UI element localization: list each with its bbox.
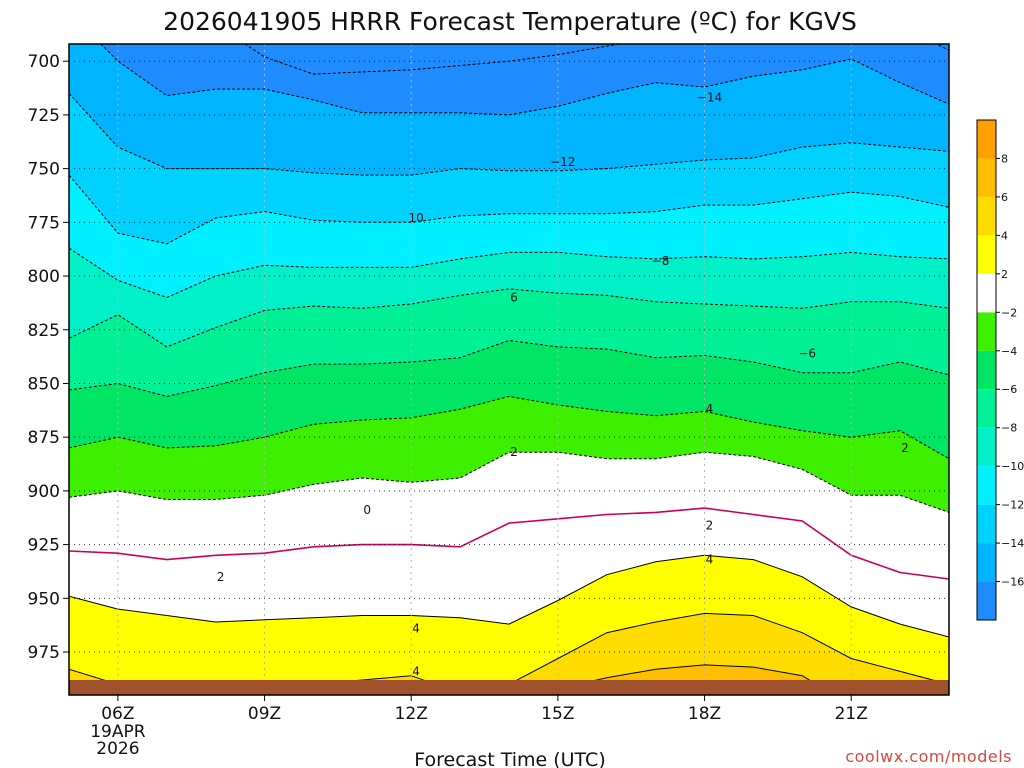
- y-tick-label: 825: [28, 321, 60, 341]
- colorbar-band: [977, 120, 996, 159]
- isotherm-line-m2: [69, 451, 949, 513]
- contour-label: 4: [412, 664, 420, 678]
- isotherm-line-m6: [69, 339, 949, 397]
- colorbar-band: [977, 158, 996, 197]
- colorbar-label: −6: [1001, 383, 1017, 396]
- colorbar-band: [977, 196, 996, 236]
- date-label-year: 2026: [96, 739, 139, 759]
- colorbar-legend: −16 −14 −12 −10 −8 −6 −4 −2 2 4 6 8: [976, 119, 1024, 621]
- contour-label: −14: [697, 91, 722, 105]
- y-tick-label: 875: [28, 428, 60, 448]
- isotherm-line-m4: [69, 395, 949, 460]
- isotherm-line-2: [69, 554, 949, 638]
- surface-strip: [69, 679, 949, 695]
- y-tick-label: 950: [28, 589, 60, 609]
- colorbar-label: 4: [1001, 229, 1008, 242]
- colorbar-frame: [976, 119, 997, 621]
- ground-surface: [69, 679, 949, 695]
- x-axis-label: Forecast Time (UTC): [414, 749, 605, 768]
- isotherm-line-m8: [69, 288, 949, 348]
- colorbar-label: −4: [1001, 345, 1017, 358]
- y-tick-label: 900: [28, 482, 60, 502]
- y-tick-label: 750: [28, 160, 60, 180]
- credit-link[interactable]: coolwx.com/models: [845, 747, 1012, 766]
- colorbar-band: [977, 312, 996, 351]
- contour-label: 10: [408, 211, 423, 225]
- y-tick-label: 725: [28, 106, 60, 126]
- colorbar-band: [977, 350, 996, 390]
- contour-label: 0: [363, 503, 371, 517]
- y-tick-label: 925: [28, 536, 60, 556]
- x-tick-label: 18Z: [688, 704, 721, 724]
- colorbar-band: [977, 427, 996, 467]
- contour-label: −6: [798, 346, 816, 360]
- contour-label: 2: [901, 441, 909, 455]
- colorbar-label: −8: [1001, 422, 1017, 435]
- colorbar-label: −16: [1001, 576, 1024, 589]
- contour-label: −8: [652, 254, 670, 268]
- colorbar-band: [977, 466, 996, 505]
- colorbar-label: 8: [1001, 152, 1008, 165]
- contour-label: 2: [217, 570, 225, 584]
- y-tick-label: 775: [28, 213, 60, 233]
- x-tick-label: 06Z: [101, 704, 134, 724]
- chart-title: 2026041905 HRRR Forecast Temperature (ºC…: [163, 7, 857, 36]
- date-label-day: 19APR: [90, 722, 146, 742]
- isotherm-line-0: [69, 507, 949, 580]
- colorbar-band: [977, 581, 996, 620]
- contour-label: 2: [706, 518, 714, 532]
- x-tick-label: 21Z: [835, 704, 868, 724]
- colorbar-band: [977, 273, 996, 313]
- colorbar-band: [977, 504, 996, 544]
- x-tick-label: 09Z: [248, 704, 281, 724]
- grid-lines: [69, 44, 949, 695]
- contour-label: 2: [510, 445, 518, 459]
- contour-label: −12: [550, 155, 575, 169]
- isotherm-line-6: [538, 664, 835, 695]
- plot-frame: [68, 43, 950, 696]
- contour-label: 6: [510, 291, 518, 305]
- y-tick-label: 850: [28, 374, 60, 394]
- y-axis: 700 725 750 775 800 825 850 875 900 925 950 975: [28, 52, 69, 663]
- x-tick-label: 12Z: [395, 704, 428, 724]
- y-tick-label: 800: [28, 267, 60, 287]
- colorbar-label: −10: [1001, 460, 1024, 473]
- contour-label: 4: [706, 402, 714, 416]
- colorbar-label: 6: [1001, 191, 1008, 204]
- colorbar-label: −14: [1001, 537, 1024, 550]
- colorbar-band: [977, 389, 996, 428]
- y-tick-label: 700: [28, 52, 60, 72]
- colorbar-band: [977, 543, 996, 582]
- colorbar-label: −12: [1001, 499, 1024, 512]
- colorbar-label: −2: [1001, 306, 1017, 319]
- colorbar-band: [977, 235, 996, 274]
- contour-label: 4: [412, 621, 420, 635]
- y-tick-label: 975: [28, 643, 60, 663]
- colorbar-label: 2: [1001, 268, 1008, 281]
- contour-labels: −14 −12 10 −8 6 −6 4 2 2 0 2 2 4 4 4: [217, 91, 909, 679]
- isotherm-line-m12: [69, 174, 949, 245]
- contour-label: 4: [706, 553, 714, 567]
- x-tick-label: 15Z: [541, 704, 574, 724]
